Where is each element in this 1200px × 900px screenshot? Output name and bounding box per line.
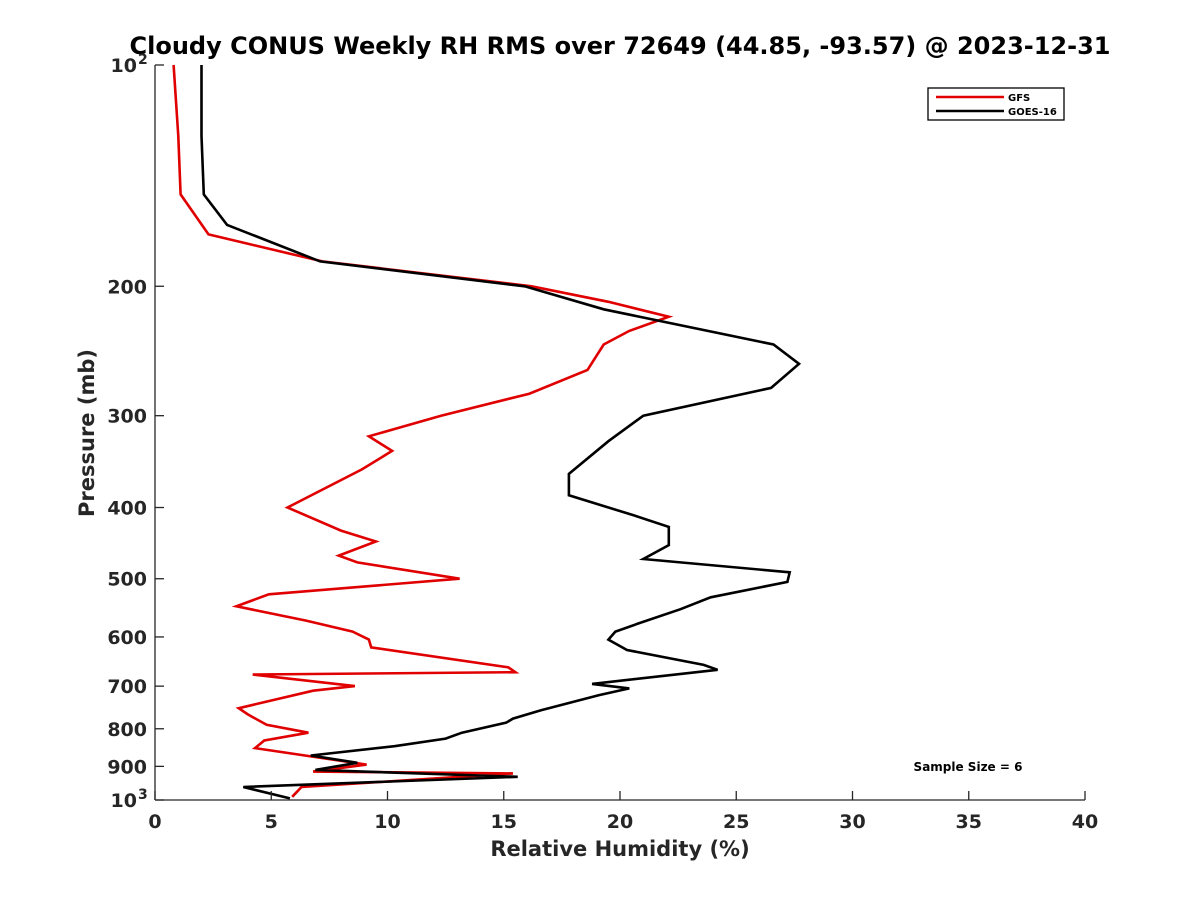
x-tick-label: 15 bbox=[491, 811, 517, 833]
y-tick-label: 10 bbox=[111, 55, 137, 77]
x-tick-label: 35 bbox=[956, 811, 982, 833]
series-line-goes16 bbox=[200, 65, 802, 800]
x-tick-label: 40 bbox=[1072, 811, 1098, 833]
y-tick-exponent: 2 bbox=[138, 52, 148, 68]
series-line-gfs bbox=[172, 64, 674, 798]
x-tick-label: 30 bbox=[839, 811, 865, 833]
legend-label-gfs: GFS bbox=[1008, 93, 1030, 104]
x-tick-label: 10 bbox=[374, 811, 400, 833]
plot-area bbox=[172, 64, 802, 800]
chart-title: Cloudy CONUS Weekly RH RMS over 72649 (4… bbox=[130, 32, 1111, 60]
x-axis-label: Relative Humidity (%) bbox=[490, 837, 749, 861]
x-ticks: 0 5 10 15 20 25 30 35 40 bbox=[148, 791, 1098, 833]
y-tick-exponent: 3 bbox=[138, 787, 148, 803]
x-tick-label: 25 bbox=[723, 811, 749, 833]
y-tick-label: 800 bbox=[107, 719, 147, 741]
legend: GFS GOES-16 bbox=[927, 87, 1065, 121]
y-tick-label: 700 bbox=[107, 676, 147, 698]
y-tick-label: 900 bbox=[107, 756, 147, 778]
y-tick-label: 200 bbox=[107, 276, 147, 298]
y-tick-label: 600 bbox=[107, 627, 147, 649]
legend-label-goes16: GOES-16 bbox=[1008, 107, 1057, 118]
y-tick-label: 10 bbox=[111, 790, 137, 812]
sample-size-annotation: Sample Size = 6 bbox=[914, 760, 1023, 774]
y-tick-label: 500 bbox=[107, 569, 147, 591]
x-tick-label: 0 bbox=[148, 811, 161, 833]
y-axis-label: Pressure (mb) bbox=[75, 349, 99, 517]
y-tick-label: 300 bbox=[107, 406, 147, 428]
y-tick-label: 400 bbox=[107, 498, 147, 520]
x-tick-label: 20 bbox=[607, 811, 633, 833]
legend-box bbox=[927, 87, 1065, 121]
x-tick-label: 5 bbox=[265, 811, 278, 833]
